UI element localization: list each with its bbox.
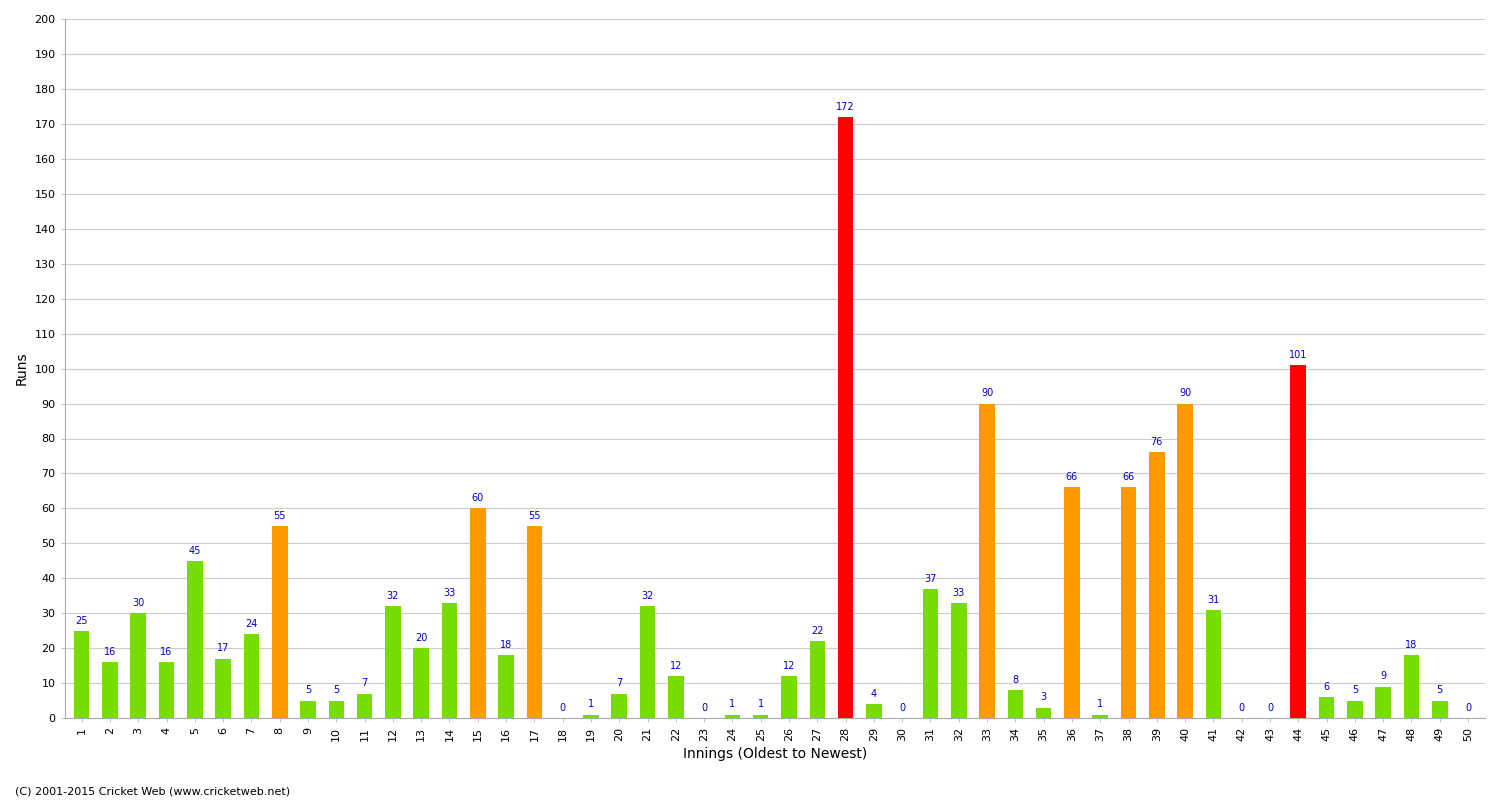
Bar <box>1432 701 1448 718</box>
Text: 172: 172 <box>837 102 855 112</box>
Text: 0: 0 <box>1466 703 1472 713</box>
Bar <box>102 662 118 718</box>
X-axis label: Innings (Oldest to Newest): Innings (Oldest to Newest) <box>682 747 867 761</box>
Bar <box>159 662 174 718</box>
Bar <box>1064 487 1080 718</box>
Text: 31: 31 <box>1208 594 1219 605</box>
Bar <box>1120 487 1137 718</box>
Bar <box>640 606 656 718</box>
Text: 25: 25 <box>75 615 88 626</box>
Text: 12: 12 <box>669 661 682 671</box>
Bar <box>300 701 316 718</box>
Bar <box>1290 365 1306 718</box>
Text: 5: 5 <box>1437 686 1443 695</box>
Text: 22: 22 <box>812 626 824 636</box>
Bar <box>1347 701 1362 718</box>
Text: 60: 60 <box>471 493 484 503</box>
Bar <box>414 648 429 718</box>
Text: 1: 1 <box>1096 699 1104 710</box>
Text: 45: 45 <box>189 546 201 556</box>
Text: 33: 33 <box>952 587 964 598</box>
Text: 37: 37 <box>924 574 936 583</box>
Bar <box>1036 708 1052 718</box>
Text: 32: 32 <box>642 591 654 601</box>
Bar <box>216 658 231 718</box>
Text: 55: 55 <box>273 510 286 521</box>
Text: 55: 55 <box>528 510 540 521</box>
Bar <box>922 589 938 718</box>
Text: 5: 5 <box>333 686 339 695</box>
Text: 0: 0 <box>1239 703 1245 713</box>
Text: 0: 0 <box>898 703 904 713</box>
Bar <box>441 603 458 718</box>
Text: 66: 66 <box>1066 472 1078 482</box>
Text: 90: 90 <box>981 388 993 398</box>
Text: 18: 18 <box>1406 640 1417 650</box>
Text: 20: 20 <box>416 633 428 643</box>
Bar <box>839 117 854 718</box>
Bar <box>1206 610 1221 718</box>
Text: 0: 0 <box>560 703 566 713</box>
Text: 7: 7 <box>616 678 622 689</box>
Text: 9: 9 <box>1380 671 1386 682</box>
Bar <box>810 642 825 718</box>
Text: 16: 16 <box>104 647 116 657</box>
Text: 18: 18 <box>500 640 512 650</box>
Bar <box>526 526 542 718</box>
Text: 90: 90 <box>1179 388 1191 398</box>
Bar <box>1008 690 1023 718</box>
Bar <box>724 714 740 718</box>
Bar <box>188 561 202 718</box>
Text: 0: 0 <box>1268 703 1274 713</box>
Bar <box>782 676 796 718</box>
Bar <box>1092 714 1108 718</box>
Text: 33: 33 <box>444 587 456 598</box>
Bar <box>865 704 882 718</box>
Text: 0: 0 <box>700 703 706 713</box>
Bar <box>1318 697 1335 718</box>
Text: 7: 7 <box>362 678 368 689</box>
Text: (C) 2001-2015 Cricket Web (www.cricketweb.net): (C) 2001-2015 Cricket Web (www.cricketwe… <box>15 786 290 796</box>
Text: 101: 101 <box>1288 350 1308 360</box>
Bar <box>980 403 994 718</box>
Bar <box>951 603 966 718</box>
Bar <box>612 694 627 718</box>
Text: 5: 5 <box>304 686 310 695</box>
Text: 17: 17 <box>217 643 229 654</box>
Bar <box>130 614 146 718</box>
Text: 24: 24 <box>246 619 258 629</box>
Text: 76: 76 <box>1150 438 1162 447</box>
Bar <box>386 606 400 718</box>
Bar <box>668 676 684 718</box>
Bar <box>753 714 768 718</box>
Text: 32: 32 <box>387 591 399 601</box>
Bar <box>1149 453 1164 718</box>
Bar <box>1178 403 1192 718</box>
Bar <box>584 714 598 718</box>
Text: 3: 3 <box>1041 693 1047 702</box>
Y-axis label: Runs: Runs <box>15 352 28 386</box>
Bar <box>1376 686 1390 718</box>
Bar <box>272 526 288 718</box>
Bar <box>328 701 344 718</box>
Text: 1: 1 <box>729 699 735 710</box>
Bar <box>243 634 260 718</box>
Bar <box>357 694 372 718</box>
Bar <box>1404 655 1419 718</box>
Text: 4: 4 <box>871 689 877 699</box>
Bar <box>470 509 486 718</box>
Bar <box>498 655 514 718</box>
Text: 30: 30 <box>132 598 144 608</box>
Text: 66: 66 <box>1122 472 1134 482</box>
Text: 8: 8 <box>1013 675 1019 685</box>
Text: 16: 16 <box>160 647 172 657</box>
Text: 1: 1 <box>588 699 594 710</box>
Bar <box>74 630 90 718</box>
Text: 6: 6 <box>1323 682 1329 692</box>
Text: 5: 5 <box>1352 686 1358 695</box>
Text: 12: 12 <box>783 661 795 671</box>
Text: 1: 1 <box>758 699 764 710</box>
